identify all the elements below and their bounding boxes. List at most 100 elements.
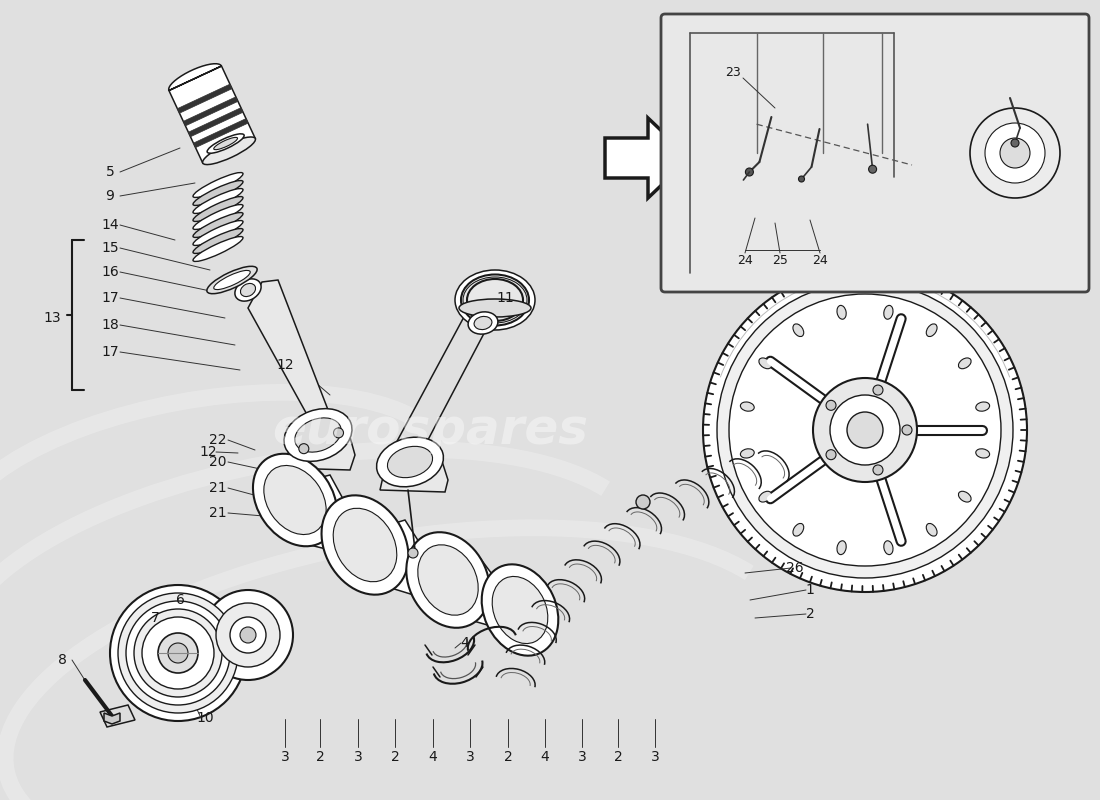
Ellipse shape bbox=[333, 508, 397, 582]
Text: 22: 22 bbox=[209, 433, 227, 447]
Ellipse shape bbox=[192, 221, 243, 246]
Ellipse shape bbox=[469, 312, 498, 334]
Polygon shape bbox=[194, 118, 249, 148]
Text: 2: 2 bbox=[504, 750, 513, 764]
Polygon shape bbox=[395, 315, 490, 460]
Ellipse shape bbox=[213, 138, 238, 150]
Circle shape bbox=[216, 603, 280, 667]
Circle shape bbox=[717, 282, 1013, 578]
Text: 10: 10 bbox=[196, 711, 213, 725]
Ellipse shape bbox=[482, 564, 559, 656]
Text: 6: 6 bbox=[176, 593, 185, 607]
Text: 20: 20 bbox=[209, 455, 227, 469]
Circle shape bbox=[746, 168, 754, 176]
Circle shape bbox=[830, 395, 900, 465]
Text: 25: 25 bbox=[772, 254, 788, 266]
Text: 12: 12 bbox=[199, 445, 217, 459]
Circle shape bbox=[134, 609, 222, 697]
Text: 3: 3 bbox=[353, 750, 362, 764]
Circle shape bbox=[408, 548, 418, 558]
Ellipse shape bbox=[264, 466, 326, 534]
Ellipse shape bbox=[740, 402, 755, 411]
Ellipse shape bbox=[213, 270, 250, 290]
Circle shape bbox=[204, 590, 293, 680]
Text: 1: 1 bbox=[805, 583, 814, 597]
Ellipse shape bbox=[926, 324, 937, 337]
Text: 14: 14 bbox=[101, 218, 119, 232]
Text: 3: 3 bbox=[578, 750, 586, 764]
Circle shape bbox=[168, 643, 188, 663]
Text: 3: 3 bbox=[280, 750, 289, 764]
Ellipse shape bbox=[202, 137, 255, 165]
Ellipse shape bbox=[284, 409, 352, 462]
Text: 17: 17 bbox=[101, 291, 119, 305]
Circle shape bbox=[826, 400, 836, 410]
Ellipse shape bbox=[192, 205, 243, 230]
Circle shape bbox=[729, 294, 1001, 566]
Ellipse shape bbox=[492, 577, 548, 643]
Ellipse shape bbox=[387, 446, 432, 478]
Circle shape bbox=[799, 176, 804, 182]
Ellipse shape bbox=[793, 523, 804, 536]
Text: 21: 21 bbox=[209, 506, 227, 520]
Text: 12: 12 bbox=[276, 358, 294, 372]
Circle shape bbox=[873, 385, 883, 395]
Ellipse shape bbox=[837, 541, 846, 554]
Ellipse shape bbox=[192, 229, 243, 254]
Ellipse shape bbox=[474, 317, 492, 330]
Ellipse shape bbox=[376, 438, 443, 486]
Ellipse shape bbox=[740, 449, 755, 458]
Circle shape bbox=[158, 633, 198, 673]
Polygon shape bbox=[248, 280, 330, 420]
Circle shape bbox=[970, 108, 1060, 198]
Ellipse shape bbox=[459, 299, 531, 317]
Text: 21: 21 bbox=[209, 481, 227, 495]
Ellipse shape bbox=[958, 491, 971, 502]
Ellipse shape bbox=[926, 523, 937, 536]
Circle shape bbox=[636, 495, 650, 509]
Ellipse shape bbox=[207, 266, 257, 294]
Polygon shape bbox=[605, 118, 690, 198]
Text: 24: 24 bbox=[812, 254, 828, 266]
Text: 4: 4 bbox=[429, 750, 438, 764]
Polygon shape bbox=[100, 705, 135, 727]
Circle shape bbox=[813, 378, 917, 482]
Circle shape bbox=[902, 425, 912, 435]
Circle shape bbox=[110, 585, 246, 721]
Text: 2: 2 bbox=[390, 750, 399, 764]
Text: 4: 4 bbox=[540, 750, 549, 764]
Polygon shape bbox=[285, 430, 355, 470]
Ellipse shape bbox=[192, 181, 243, 206]
Text: 23: 23 bbox=[725, 66, 741, 79]
Circle shape bbox=[118, 593, 238, 713]
Ellipse shape bbox=[192, 237, 243, 262]
Polygon shape bbox=[104, 713, 120, 724]
Ellipse shape bbox=[406, 532, 490, 628]
Circle shape bbox=[299, 444, 309, 454]
Ellipse shape bbox=[759, 491, 771, 502]
Text: 3: 3 bbox=[650, 750, 659, 764]
Polygon shape bbox=[415, 558, 515, 630]
Text: 3: 3 bbox=[465, 750, 474, 764]
Polygon shape bbox=[332, 520, 440, 600]
Ellipse shape bbox=[418, 545, 478, 615]
Ellipse shape bbox=[192, 197, 243, 222]
Text: 16: 16 bbox=[101, 265, 119, 279]
Ellipse shape bbox=[321, 495, 408, 594]
Ellipse shape bbox=[759, 358, 771, 369]
Text: 26: 26 bbox=[786, 561, 804, 575]
Ellipse shape bbox=[455, 270, 535, 330]
Ellipse shape bbox=[793, 324, 804, 337]
Polygon shape bbox=[188, 108, 243, 137]
Ellipse shape bbox=[295, 418, 341, 452]
Ellipse shape bbox=[241, 283, 255, 297]
Text: 2: 2 bbox=[316, 750, 324, 764]
Text: 2: 2 bbox=[805, 607, 814, 621]
Circle shape bbox=[240, 627, 256, 643]
Ellipse shape bbox=[976, 402, 990, 411]
Ellipse shape bbox=[463, 277, 527, 323]
Text: 18: 18 bbox=[101, 318, 119, 332]
Text: 17: 17 bbox=[101, 345, 119, 359]
Text: 11: 11 bbox=[496, 291, 514, 305]
Polygon shape bbox=[168, 64, 255, 163]
